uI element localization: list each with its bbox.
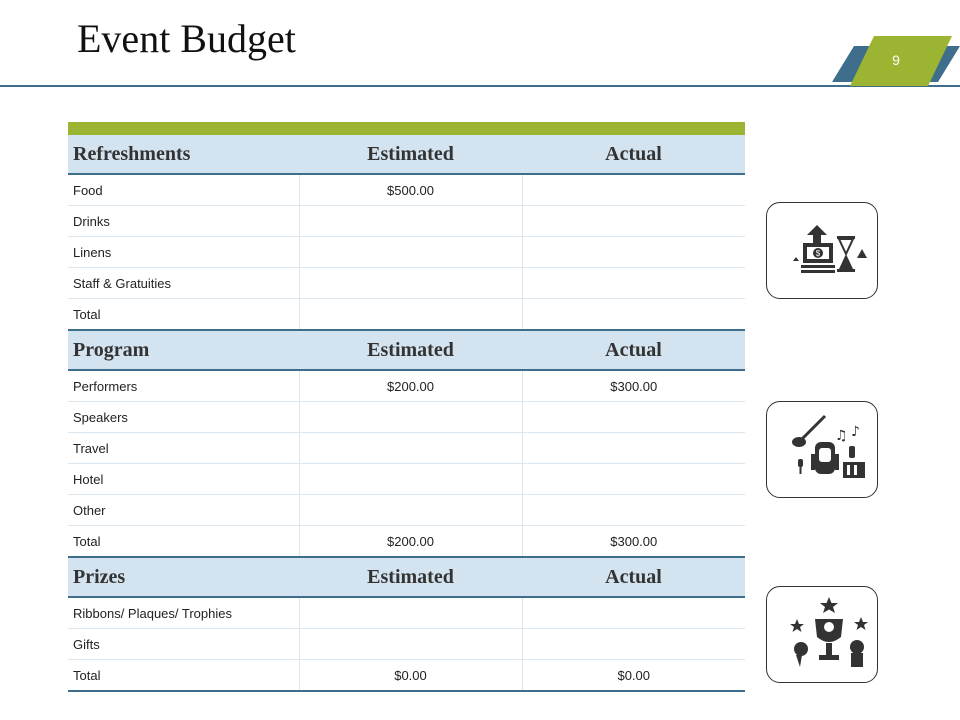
actual-cell: $300.00	[522, 525, 745, 558]
money-time-icon: $	[793, 225, 867, 273]
section-header-program: Program Estimated Actual	[68, 330, 745, 371]
page-number: 9	[892, 52, 900, 68]
estimated-cell	[299, 298, 523, 331]
estimated-cell: $200.00	[299, 370, 523, 402]
table-row: Staff & Gratuities	[68, 267, 745, 299]
section-header-refreshments: Refreshments Estimated Actual	[68, 135, 745, 175]
actual-cell	[522, 267, 745, 299]
actual-cell	[522, 174, 745, 206]
item-cell: Total	[68, 525, 300, 558]
estimated-cell	[299, 205, 523, 237]
table-row: Other	[68, 494, 745, 526]
actual-cell	[522, 463, 745, 495]
actual-header: Actual	[522, 557, 745, 598]
table-row: Food $500.00	[68, 174, 745, 206]
estimated-header: Estimated	[299, 330, 522, 371]
slide-title: Event Budget	[77, 16, 296, 61]
page-badge	[832, 36, 960, 86]
item-cell: Hotel	[68, 463, 300, 495]
estimated-header: Estimated	[299, 557, 522, 598]
section-header-prizes: Prizes Estimated Actual	[68, 557, 745, 598]
actual-cell	[522, 432, 745, 464]
actual-cell	[522, 236, 745, 268]
item-cell: Gifts	[68, 628, 300, 660]
trophy-awards-icon-box	[766, 586, 878, 683]
actual-cell	[522, 628, 745, 660]
item-cell: Staff & Gratuities	[68, 267, 300, 299]
estimated-cell	[299, 494, 523, 526]
item-cell: Travel	[68, 432, 300, 464]
table-row-total: Total $0.00 $0.00	[68, 659, 745, 692]
item-cell: Total	[68, 659, 300, 692]
table-row: Hotel	[68, 463, 745, 495]
table-row-total: Total $200.00 $300.00	[68, 525, 745, 558]
trophy-awards-icon	[790, 597, 868, 667]
item-cell: Ribbons/ Plaques/ Trophies	[68, 597, 300, 629]
actual-header: Actual	[522, 330, 745, 371]
music-travel-icon-box: ♫ ♪	[766, 401, 878, 498]
item-cell: Other	[68, 494, 300, 526]
estimated-header: Estimated	[299, 135, 522, 175]
svg-text:♫: ♫	[835, 428, 848, 444]
estimated-cell: $500.00	[299, 174, 523, 206]
estimated-cell	[299, 463, 523, 495]
table-row-total: Total	[68, 298, 745, 331]
actual-cell: $300.00	[522, 370, 745, 402]
music-travel-icon: ♫ ♪	[792, 414, 865, 478]
item-cell: Performers	[68, 370, 300, 402]
estimated-cell	[299, 236, 523, 268]
table-row: Gifts	[68, 628, 745, 660]
section-name: Refreshments	[68, 135, 299, 175]
svg-text:♪: ♪	[851, 424, 860, 440]
estimated-cell	[299, 628, 523, 660]
budget-table: Refreshments Estimated Actual Food $500.…	[68, 122, 745, 692]
item-cell: Total	[68, 298, 300, 331]
estimated-cell	[299, 597, 523, 629]
estimated-cell	[299, 432, 523, 464]
money-time-icon-box: $	[766, 202, 878, 299]
actual-cell	[522, 494, 745, 526]
section-name: Prizes	[68, 557, 299, 598]
table-top-bar	[68, 122, 745, 135]
svg-text:$: $	[816, 249, 821, 258]
item-cell: Speakers	[68, 401, 300, 433]
table-row: Ribbons/ Plaques/ Trophies	[68, 597, 745, 629]
actual-header: Actual	[522, 135, 745, 175]
estimated-cell	[299, 267, 523, 299]
actual-cell	[522, 401, 745, 433]
item-cell: Linens	[68, 236, 300, 268]
table-row: Drinks	[68, 205, 745, 237]
actual-cell	[522, 205, 745, 237]
estimated-cell	[299, 401, 523, 433]
estimated-cell: $200.00	[299, 525, 523, 558]
section-name: Program	[68, 330, 299, 371]
table-row: Linens	[68, 236, 745, 268]
table-row: Performers $200.00 $300.00	[68, 370, 745, 402]
actual-cell	[522, 298, 745, 331]
item-cell: Food	[68, 174, 300, 206]
actual-cell: $0.00	[522, 659, 745, 692]
actual-cell	[522, 597, 745, 629]
table-row: Speakers	[68, 401, 745, 433]
title-divider	[0, 85, 960, 87]
estimated-cell: $0.00	[299, 659, 523, 692]
item-cell: Drinks	[68, 205, 300, 237]
table-row: Travel	[68, 432, 745, 464]
